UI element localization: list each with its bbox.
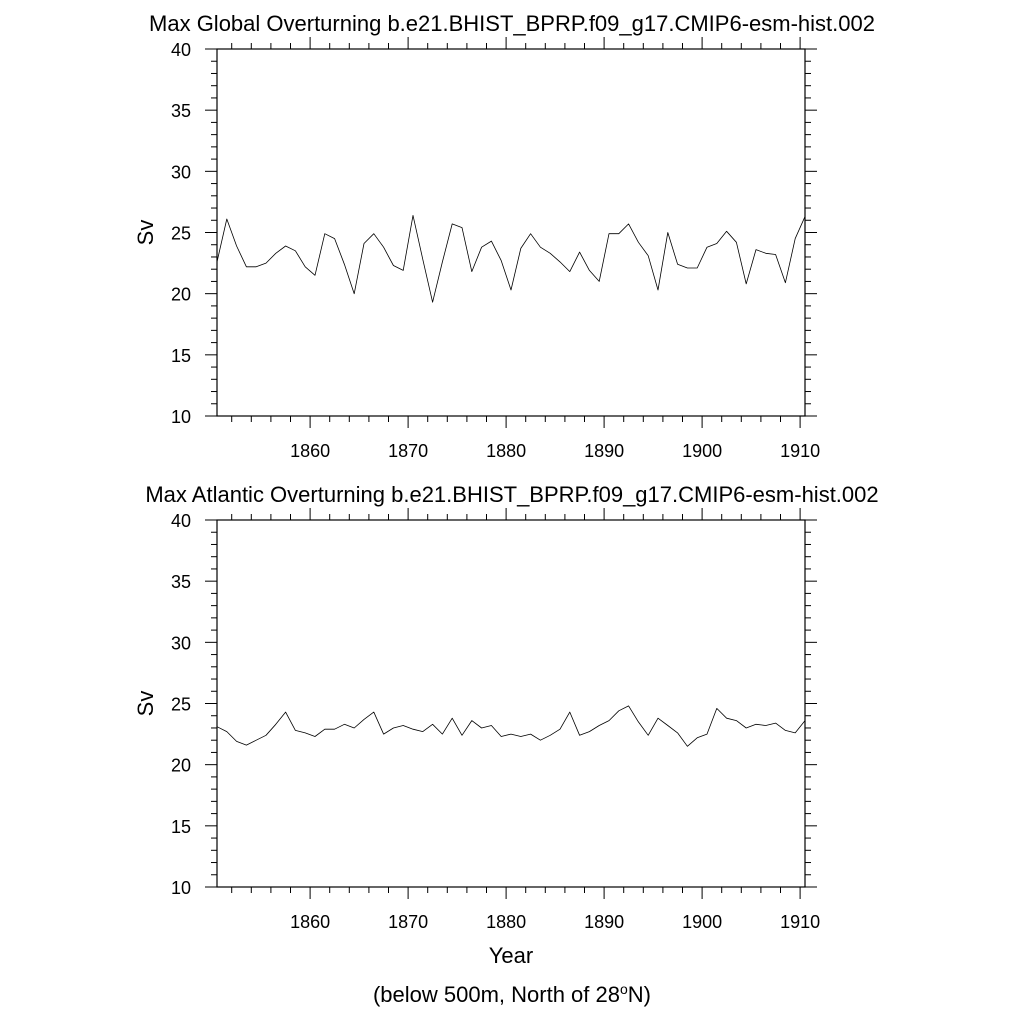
chart-0-y-axis-label: Sv [133,220,158,246]
chart-0-plot-frame [216,48,806,417]
chart-0-x-tick-label: 1910 [780,441,820,461]
atlantic-overturning-chart: Max Atlantic Overturning b.e21.BHIST_BPR… [133,482,879,968]
chart-0-y-tick-label: 30 [171,162,191,182]
chart-1-x-tick-label: 1880 [486,912,526,932]
footnote-suffix: N) [628,982,651,1007]
chart-0-series-line-0 [216,214,806,303]
chart-0-x-tick-label: 1870 [388,441,428,461]
chart-1-y-tick-label: 10 [171,878,191,898]
chart-0-x-tick-label: 1890 [584,441,624,461]
chart-1-plot-frame [216,519,806,888]
chart-1-x-tick-label: 1890 [584,912,624,932]
chart-1-y-tick-label: 20 [171,756,191,776]
chart-0-y-tick-label: 20 [171,285,191,305]
chart-1-y-tick-label: 25 [171,695,191,715]
global-overturning-chart: Max Global Overturning b.e21.BHIST_BPRP.… [133,11,875,461]
chart-0-y-tick-label: 35 [171,101,191,121]
footnote: (below 500m, North of 28oN) [373,981,651,1007]
chart-0-x-tick-label: 1900 [682,441,722,461]
chart-1-y-axis-label: Sv [133,691,158,717]
chart-0-x-tick-label: 1880 [486,441,526,461]
chart-0-y-tick-label: 25 [171,224,191,244]
chart-0-y-tick-label: 15 [171,346,191,366]
chart-0-y-tick-label: 40 [171,40,191,60]
chart-1-x-tick-label: 1860 [290,912,330,932]
chart-0-title: Max Global Overturning b.e21.BHIST_BPRP.… [149,11,875,36]
chart-1-x-axis-label: Year [489,943,533,968]
chart-1-x-tick-label: 1900 [682,912,722,932]
chart-1-y-tick-label: 30 [171,633,191,653]
chart-1-y-tick-label: 35 [171,572,191,592]
chart-1-x-tick-label: 1910 [780,912,820,932]
chart-0-y-tick-label: 10 [171,407,191,427]
footnote-superscript: o [620,981,628,997]
footnote-prefix: (below 500m, North of 28 [373,982,620,1007]
chart-1-y-tick-label: 40 [171,511,191,531]
chart-1-y-tick-label: 15 [171,817,191,837]
chart-1-series-line-0 [216,705,806,747]
chart-1-title: Max Atlantic Overturning b.e21.BHIST_BPR… [145,482,878,507]
chart-1-x-tick-label: 1870 [388,912,428,932]
chart-0-x-tick-label: 1860 [290,441,330,461]
